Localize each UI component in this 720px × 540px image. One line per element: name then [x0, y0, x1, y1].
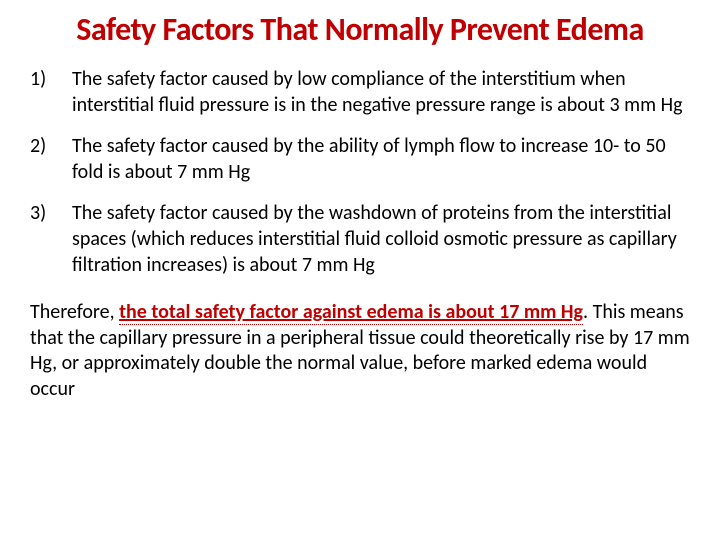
conclusion-paragraph: Therefore, the total safety factor again… — [30, 300, 690, 402]
list-item: The safety factor caused by the ability … — [30, 134, 690, 185]
list-item: The safety factor caused by the washdown… — [30, 201, 690, 278]
conclusion-highlight: the total safety factor against edema is… — [119, 300, 583, 325]
slide-container: Safety Factors That Normally Prevent Ede… — [0, 0, 720, 540]
conclusion-pre: Therefore, — [30, 300, 119, 324]
slide-title: Safety Factors That Normally Prevent Ede… — [30, 10, 690, 49]
list-item: The safety factor caused by low complian… — [30, 67, 690, 118]
factor-list: The safety factor caused by low complian… — [30, 67, 690, 278]
